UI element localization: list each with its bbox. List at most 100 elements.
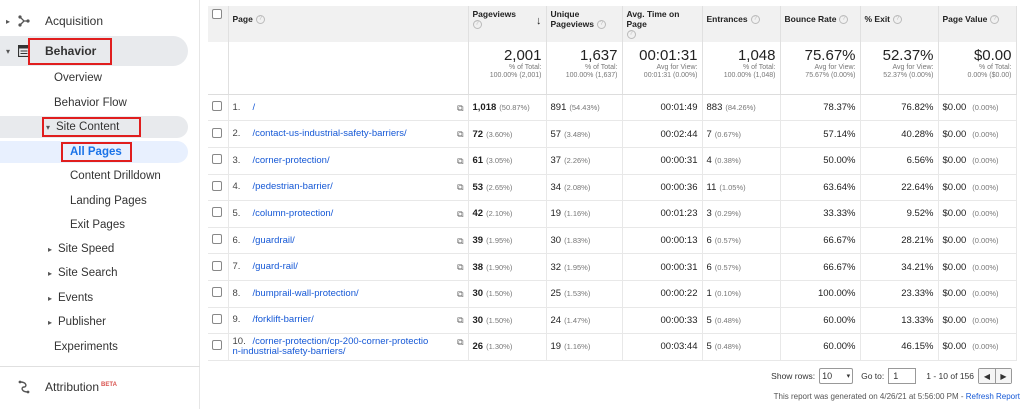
- pageviews-value: 39: [472, 235, 484, 247]
- header-entrances[interactable]: Entrances?: [702, 6, 781, 43]
- cell-page: ⧉ 5. /column-protection/: [228, 200, 469, 228]
- page-path-link[interactable]: /corner-protection/: [252, 154, 330, 166]
- row-number: 4.: [232, 181, 241, 193]
- totals-entrances: 1,048% of Total: 100.00% (1,048): [702, 42, 781, 95]
- nav-experiments[interactable]: Experiments: [54, 341, 118, 353]
- sort-desc-icon[interactable]: ↓: [536, 15, 542, 27]
- expand-arrow-icon: ▸: [48, 269, 53, 278]
- help-icon[interactable]: ?: [472, 20, 482, 30]
- cell-unique: 25 (1.53%): [546, 280, 623, 308]
- header-exit[interactable]: % Exit?: [860, 6, 939, 43]
- nav-site-speed[interactable]: ▸ Site Speed: [48, 243, 114, 255]
- cell-exit: 9.52%: [860, 200, 939, 228]
- value-pct: (0.00%): [972, 236, 999, 246]
- help-icon[interactable]: ?: [626, 30, 636, 40]
- page-path-link[interactable]: /forklift-barrier/: [252, 314, 314, 326]
- pagination-controls: Show rows: 10 ▾ Go to: 1 1 - 10 of 156 ◀ …: [771, 368, 1012, 384]
- open-external-icon[interactable]: ⧉: [457, 155, 464, 166]
- open-external-icon[interactable]: ⧉: [457, 336, 464, 347]
- help-icon[interactable]: ?: [990, 15, 1000, 25]
- header-avg-time[interactable]: Avg. Time on Page?: [622, 6, 703, 43]
- cell-page: ⧉ 8. /bumprail-wall-protection/: [228, 280, 469, 308]
- cell-exit: 34.21%: [860, 253, 939, 281]
- show-rows-select[interactable]: 10 ▾: [819, 368, 854, 384]
- page-path-link[interactable]: /: [252, 101, 256, 113]
- nav-exit-pages[interactable]: Exit Pages: [70, 219, 125, 231]
- prev-page-button[interactable]: ◀: [979, 369, 995, 383]
- cell-exit: 46.15%: [860, 333, 939, 361]
- help-icon[interactable]: ?: [596, 20, 606, 30]
- open-external-icon[interactable]: ⧉: [457, 208, 464, 219]
- header-page[interactable]: Page?: [228, 6, 469, 43]
- cell-avg-time: 00:01:23: [622, 200, 703, 228]
- open-external-icon[interactable]: ⧉: [457, 315, 464, 326]
- row-checkbox[interactable]: [212, 234, 222, 245]
- cell-pageviews: 53 (2.65%): [468, 174, 547, 202]
- row-checkbox[interactable]: [212, 260, 222, 271]
- unique-pct: (2.26%): [564, 156, 591, 166]
- nav-behavior[interactable]: ▾ Behavior: [0, 36, 188, 66]
- page-path-link[interactable]: /pedestrian-barrier/: [252, 181, 333, 193]
- help-icon[interactable]: ?: [893, 15, 903, 25]
- next-page-button[interactable]: ▶: [995, 369, 1011, 383]
- row-checkbox[interactable]: [212, 180, 222, 191]
- row-number: 3.: [232, 154, 241, 166]
- nav-site-search[interactable]: ▸ Site Search: [48, 267, 117, 279]
- entrances-value: 5: [706, 314, 712, 326]
- cell-unique: 34 (2.08%): [546, 174, 623, 202]
- entrances-value: 5: [706, 341, 712, 353]
- nav-acquisition[interactable]: ▸ Acquisition: [0, 6, 200, 36]
- page-path-link[interactable]: /guard-rail/: [252, 261, 298, 273]
- value-pct: (0.00%): [972, 103, 999, 113]
- row-checkbox[interactable]: [212, 287, 222, 298]
- nav-site-search-label: Site Search: [58, 267, 118, 279]
- site-content-highlight: [0, 116, 188, 138]
- go-to-input[interactable]: 1: [888, 368, 917, 384]
- cell-pageviews: 72 (3.60%): [468, 120, 547, 148]
- help-icon[interactable]: ?: [839, 15, 849, 25]
- nav-events[interactable]: ▸ Events: [48, 292, 93, 304]
- nav-behavior-flow[interactable]: Behavior Flow: [54, 97, 127, 109]
- page-path-link[interactable]: /column-protection/: [252, 207, 334, 219]
- header-pageviews[interactable]: Pageviews ↓?: [468, 6, 547, 43]
- row-checkbox[interactable]: [212, 340, 222, 351]
- generated-note: This report was generated on 4/26/21 at …: [774, 392, 1020, 401]
- page-path-link[interactable]: /guardrail/: [252, 234, 295, 246]
- header-page-value[interactable]: Page Value?: [938, 6, 1017, 43]
- row-checkbox[interactable]: [212, 154, 222, 165]
- row-checkbox[interactable]: [212, 207, 222, 218]
- page-path-link[interactable]: /corner-protection/cp-200-corner-protect…: [232, 335, 429, 357]
- open-external-icon[interactable]: ⧉: [457, 129, 464, 140]
- nav-publisher[interactable]: ▸ Publisher: [48, 316, 106, 328]
- sidebar-nav: ▸ Acquisition ▾ Behavior Overview Behavi…: [0, 0, 200, 409]
- refresh-report-link[interactable]: Refresh Report: [965, 392, 1020, 401]
- unique-value: 891: [550, 102, 567, 114]
- help-icon[interactable]: ?: [255, 15, 265, 25]
- unique-pct: (1.16%): [564, 342, 591, 352]
- open-external-icon[interactable]: ⧉: [457, 102, 464, 113]
- select-all-checkbox[interactable]: [212, 9, 222, 19]
- nav-landing-pages[interactable]: Landing Pages: [70, 195, 147, 207]
- row-checkbox[interactable]: [212, 127, 222, 138]
- nav-site-content[interactable]: ▾ Site Content: [46, 121, 119, 133]
- header-unique-pageviews[interactable]: Unique Pageviews?: [546, 6, 623, 43]
- row-range: 1 - 10 of 156: [926, 371, 974, 381]
- header-bounce-rate[interactable]: Bounce Rate?: [780, 6, 861, 43]
- page-path-link[interactable]: /contact-us-industrial-safety-barriers/: [252, 128, 407, 140]
- unique-pct: (1.95%): [564, 262, 591, 272]
- nav-all-pages[interactable]: All Pages: [70, 146, 122, 158]
- open-external-icon[interactable]: ⧉: [457, 262, 464, 273]
- nav-overview[interactable]: Overview: [54, 72, 102, 84]
- page-path-link[interactable]: /bumprail-wall-protection/: [252, 287, 359, 299]
- table-row: ⧉ 9./forklift-barrier/30 (1.50%) 24 (1.47%) 0…: [208, 307, 1017, 335]
- open-external-icon[interactable]: ⧉: [457, 288, 464, 299]
- row-checkbox[interactable]: [212, 313, 222, 324]
- nav-content-drilldown[interactable]: Content Drilldown: [70, 170, 161, 182]
- row-checkbox[interactable]: [212, 101, 222, 112]
- nav-attribution[interactable]: Attribution BETA: [0, 372, 200, 402]
- header-bounce-label: Bounce Rate: [784, 14, 837, 24]
- open-external-icon[interactable]: ⧉: [457, 235, 464, 246]
- open-external-icon[interactable]: ⧉: [457, 182, 464, 193]
- row-select: [208, 147, 229, 175]
- help-icon[interactable]: ?: [750, 15, 760, 25]
